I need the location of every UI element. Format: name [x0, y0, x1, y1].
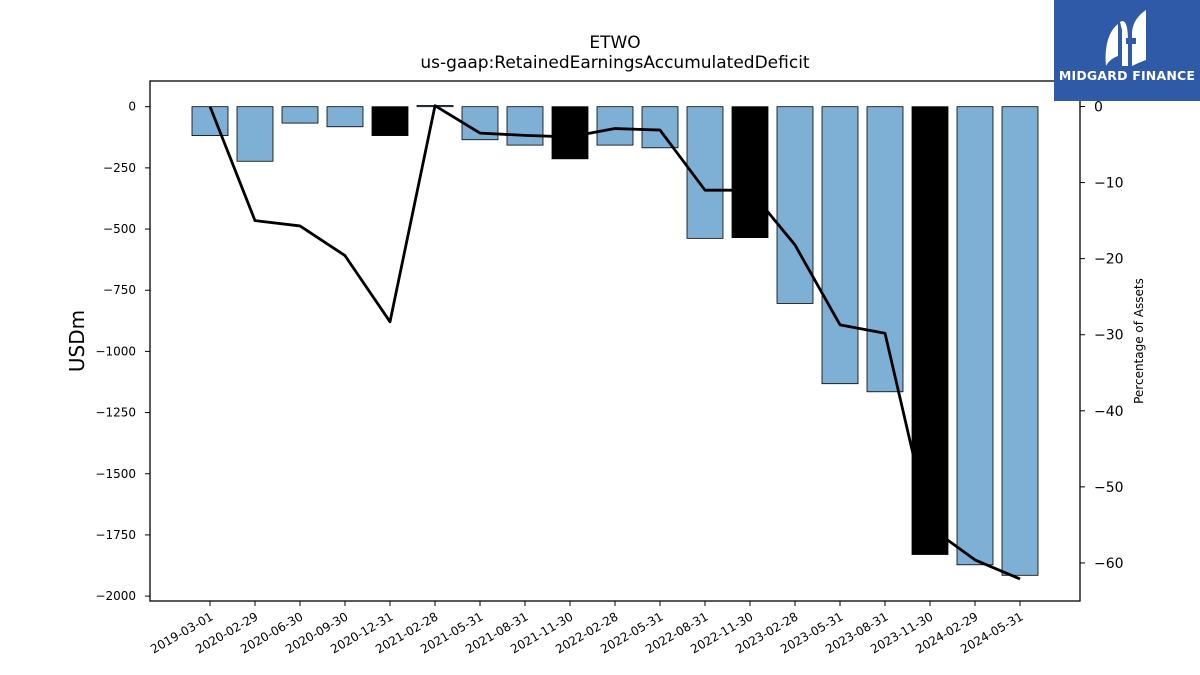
bar — [866, 106, 904, 393]
logo-mark-icon — [1105, 10, 1146, 66]
y-tick-label: 0 — [128, 100, 136, 114]
bar — [596, 106, 634, 146]
x-axis: 2019-03-012020-02-292020-06-302020-09-30… — [148, 601, 1026, 656]
bar — [236, 106, 274, 162]
y2-tick-label: −60 — [1094, 556, 1124, 572]
y-tick-label: −250 — [103, 161, 136, 175]
y2-tick-label: −20 — [1094, 252, 1124, 268]
bar — [281, 106, 319, 124]
bar — [956, 106, 994, 566]
bar — [371, 106, 409, 136]
line-group — [208, 104, 1021, 581]
chart-title: ETWO — [589, 33, 640, 53]
y-axis-left: 0 −250 −500 −750 −1000 −1250 −1500 −1750 −2000 — [95, 100, 150, 603]
y2-tick-label: −10 — [1094, 176, 1124, 192]
y2-tick-label: 0 — [1094, 99, 1103, 115]
bar — [1001, 106, 1039, 576]
y-tick-label: −1500 — [95, 467, 136, 481]
y-axis-right: 0 −10 −20 −30 −40 −50 −60 — [1080, 99, 1124, 572]
midgard-finance-logo: MIDGARD FINANCE — [1054, 0, 1200, 101]
percentage-line — [208, 104, 1021, 581]
bar — [551, 106, 589, 160]
y-tick-label: −2000 — [95, 589, 136, 603]
y-tick-label: −750 — [103, 283, 136, 297]
bar — [731, 106, 769, 239]
bar — [821, 106, 859, 385]
bars-group — [191, 105, 1039, 576]
chart-subtitle: us-gaap:RetainedEarningsAccumulatedDefic… — [420, 53, 810, 73]
y2-tick-label: −40 — [1094, 404, 1124, 420]
y2-tick-label: −30 — [1094, 328, 1124, 344]
y-tick-label: −1250 — [95, 406, 136, 420]
bar — [506, 106, 544, 146]
bar — [191, 106, 229, 136]
bar — [911, 106, 949, 555]
y-tick-label: −500 — [103, 222, 136, 236]
y-tick-label: −1000 — [95, 344, 136, 358]
y-axis-label: USDm — [65, 310, 89, 372]
bar — [326, 106, 364, 128]
logo-text: MIDGARD FINANCE — [1058, 68, 1196, 83]
bar — [776, 106, 814, 304]
bar — [641, 106, 679, 149]
y-tick-label: −1750 — [95, 528, 136, 542]
y2-tick-label: −50 — [1094, 480, 1124, 496]
y2-axis-label: Percentage of Assets — [1132, 278, 1146, 404]
